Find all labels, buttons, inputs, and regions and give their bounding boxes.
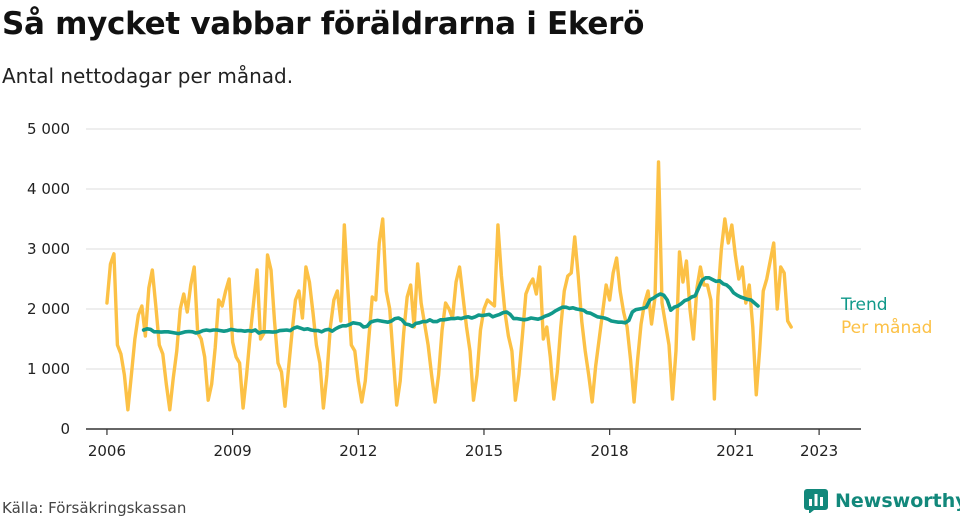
y-tick-label: 0 [60, 420, 70, 438]
y-tick-label: 4 000 [27, 180, 70, 198]
trend-series-line [141, 276, 760, 336]
brand-name: Newsworthy [835, 490, 960, 512]
y-tick-label: 3 000 [27, 240, 70, 258]
x-tick-label: 2023 [800, 442, 838, 460]
x-tick-label: 2018 [591, 442, 629, 460]
y-tick-label: 5 000 [27, 120, 70, 138]
source-note: Källa: Försäkringskassan [2, 499, 187, 517]
chart-subtitle: Antal nettodagar per månad. [2, 64, 294, 88]
per-month-series-line [105, 160, 793, 412]
x-tick-label: 2012 [339, 442, 377, 460]
brand-logo[interactable]: Newsworthy [804, 489, 960, 513]
x-tick-label: 2021 [716, 442, 754, 460]
x-tick-label: 2015 [465, 442, 503, 460]
y-tick-label: 2 000 [27, 300, 70, 318]
y-tick-label: 1 000 [27, 360, 70, 378]
legend-label-trend: Trend [840, 295, 888, 315]
x-tick-label: 2009 [214, 442, 252, 460]
bar-chart-icon [804, 489, 828, 513]
x-tick-label: 2006 [88, 442, 126, 460]
legend-label-per-month: Per månad [841, 317, 932, 338]
chart-title: Så mycket vabbar föräldrarna i Ekerö [2, 6, 645, 42]
